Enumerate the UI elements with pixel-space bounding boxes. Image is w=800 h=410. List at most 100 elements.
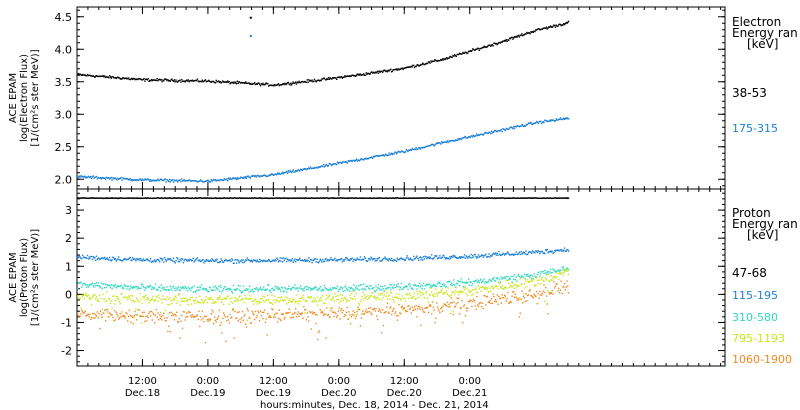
data-point <box>208 197 211 199</box>
data-point <box>504 286 507 288</box>
data-point <box>160 284 162 286</box>
data-point <box>381 154 383 157</box>
data-point <box>330 289 332 291</box>
data-point <box>108 259 110 261</box>
data-point <box>249 260 252 263</box>
data-point <box>244 289 246 292</box>
data-point <box>130 78 132 80</box>
data-point <box>436 197 438 199</box>
data-point <box>227 259 230 262</box>
data-point <box>438 142 440 144</box>
data-point <box>340 258 342 260</box>
data-point <box>119 177 121 180</box>
data-point <box>252 300 254 303</box>
data-point <box>91 176 94 178</box>
data-point <box>221 259 223 262</box>
data-point <box>454 54 456 56</box>
data-point <box>231 302 234 304</box>
data-point <box>412 259 414 261</box>
data-point <box>186 290 189 292</box>
data-point <box>211 309 213 311</box>
data-point <box>322 289 325 291</box>
data-point <box>182 80 185 82</box>
data-point <box>322 165 324 168</box>
data-point <box>99 310 102 312</box>
data-point <box>111 314 113 316</box>
data-point <box>207 320 209 322</box>
data-point <box>281 296 283 298</box>
data-point <box>418 306 421 308</box>
data-point <box>275 286 277 288</box>
data-point <box>336 197 338 199</box>
data-point <box>467 50 470 53</box>
data-point <box>101 176 103 179</box>
data-point <box>248 317 250 319</box>
data-point <box>313 258 316 260</box>
data-point <box>86 286 88 288</box>
data-point <box>531 197 533 199</box>
data-point <box>270 84 272 86</box>
data-point <box>295 294 298 296</box>
data-point <box>463 256 465 258</box>
data-point <box>88 256 90 258</box>
data-point <box>303 168 305 170</box>
data-point <box>227 177 230 179</box>
data-point <box>440 143 442 145</box>
plot-frame <box>76 6 726 190</box>
data-point <box>204 288 206 290</box>
data-point <box>426 290 428 293</box>
data-point <box>127 178 129 180</box>
data-point <box>98 75 100 78</box>
data-point <box>400 298 403 301</box>
data-point <box>518 36 521 38</box>
data-point <box>558 287 560 290</box>
data-point <box>430 257 432 260</box>
data-point <box>127 316 130 318</box>
data-point <box>349 322 352 325</box>
data-point <box>264 260 267 263</box>
data-point <box>390 68 392 70</box>
data-point <box>515 284 517 286</box>
data-point <box>375 307 377 310</box>
data-point <box>327 296 330 298</box>
data-point <box>389 258 391 260</box>
data-point <box>98 300 100 302</box>
data-point <box>99 294 101 296</box>
data-point <box>503 288 505 290</box>
data-point <box>472 293 475 295</box>
data-point <box>394 286 396 288</box>
data-point <box>374 291 376 293</box>
data-point <box>293 197 295 199</box>
data-point <box>336 285 339 287</box>
data-point <box>551 119 553 122</box>
data-point <box>467 289 470 292</box>
data-point <box>200 319 203 321</box>
data-point <box>255 300 258 303</box>
data-point <box>533 251 535 254</box>
data-point <box>90 304 93 306</box>
data-point <box>257 310 259 312</box>
data-point <box>567 249 569 251</box>
data-point <box>231 316 233 318</box>
data-point <box>140 79 143 81</box>
data-point <box>185 297 187 300</box>
data-point <box>395 284 398 286</box>
data-point <box>81 296 84 298</box>
data-point <box>218 315 220 317</box>
data-point <box>216 81 218 83</box>
data-point <box>495 277 498 279</box>
data-point <box>515 276 517 278</box>
data-point <box>537 292 539 295</box>
data-point <box>291 300 294 302</box>
data-point <box>145 78 148 80</box>
x-tick-time: 0:00 <box>458 376 480 387</box>
data-point <box>388 70 390 72</box>
data-point <box>331 307 333 309</box>
data-point <box>482 307 485 310</box>
data-point <box>540 28 543 30</box>
data-point <box>135 260 137 262</box>
data-point <box>450 255 453 258</box>
data-point <box>469 257 471 259</box>
data-point <box>259 297 262 300</box>
